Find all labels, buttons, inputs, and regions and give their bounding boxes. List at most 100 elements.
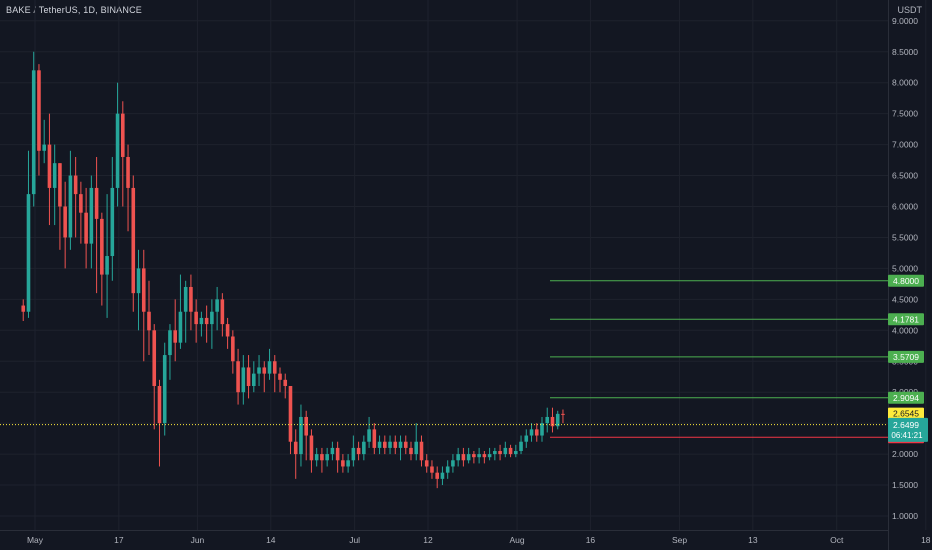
candle-up: [514, 451, 518, 455]
candle-down: [47, 144, 52, 188]
candle-down: [278, 373, 282, 380]
candle-up: [267, 361, 272, 374]
currency-unit: USDT: [897, 5, 923, 15]
candle-down: [204, 317, 209, 325]
candle-up: [115, 113, 120, 188]
candle-up: [445, 466, 450, 473]
candle-up: [524, 435, 529, 442]
candle-down: [508, 447, 513, 455]
candle-up: [487, 454, 492, 458]
x-tick-label: 17: [114, 535, 124, 545]
candle-down: [73, 175, 78, 195]
price-level-label: 2.9094: [893, 393, 919, 403]
candle-up: [477, 454, 481, 458]
x-tick-label: 12: [423, 535, 433, 545]
y-tick-label: 1.5000: [892, 480, 918, 490]
price-level-badge: [888, 274, 924, 287]
candle-down: [335, 447, 340, 461]
candle-down: [121, 113, 125, 157]
candle-down: [435, 472, 439, 479]
x-tick-label: Sep: [672, 535, 687, 545]
y-tick-label: 8.0000: [892, 78, 918, 88]
last-price-label: 2.6499: [893, 420, 919, 430]
candle-down: [419, 441, 424, 461]
candle-down: [309, 435, 314, 461]
candle-up: [136, 268, 141, 294]
candle-up: [215, 299, 219, 312]
candle-up: [42, 144, 46, 151]
x-tick-label: 18: [921, 535, 931, 545]
candle-down: [472, 454, 476, 458]
x-tick-label: Jun: [191, 535, 205, 545]
price-level-label: 4.8000: [893, 276, 919, 286]
candle-down: [461, 454, 466, 461]
price-level-badge: [888, 391, 924, 404]
y-tick-label: 8.5000: [892, 47, 918, 57]
candle-up: [451, 460, 455, 467]
candle-up: [68, 175, 73, 238]
chart-title: BAKE / TetherUS, 1D, BINANCE: [6, 5, 142, 15]
y-tick-label: 6.0000: [892, 202, 918, 212]
candle-up: [252, 373, 256, 387]
candle-down: [320, 454, 324, 461]
candle-down: [157, 386, 162, 424]
candle-up: [398, 441, 403, 448]
candle-down: [409, 447, 413, 455]
candle-down: [131, 187, 136, 294]
candle-up: [367, 429, 371, 442]
candle-up: [105, 256, 109, 275]
candle-down: [356, 447, 361, 455]
candle-up: [362, 441, 366, 455]
y-tick-label: 2.0000: [892, 449, 918, 459]
candle-up: [210, 311, 214, 325]
last-price-badge: [888, 417, 928, 442]
countdown-label: 06:41:21: [891, 431, 923, 440]
candle-down: [424, 460, 429, 467]
candle-down: [341, 460, 345, 467]
candle-down: [246, 367, 251, 387]
candle-up: [330, 447, 335, 455]
candle-up: [325, 454, 329, 461]
candle-down: [100, 218, 104, 275]
x-tick-label: May: [27, 535, 44, 545]
candle-up: [456, 454, 460, 461]
candle-down: [534, 429, 539, 436]
candle-down: [147, 311, 151, 331]
candle-up: [31, 70, 36, 195]
x-tick-label: 16: [586, 535, 596, 545]
price-level-badge: [888, 313, 924, 326]
candle-up: [241, 367, 246, 393]
candle-down: [561, 413, 565, 415]
candle-up: [440, 472, 445, 479]
x-tick-label: Aug: [510, 535, 525, 545]
candle-down: [21, 305, 26, 312]
price-level-label: 3.5709: [893, 352, 919, 362]
candle-up: [346, 460, 350, 467]
candle-down: [498, 451, 502, 455]
candle-up: [414, 441, 419, 455]
y-tick-label: 4.0000: [892, 325, 918, 335]
candle-up: [493, 451, 497, 455]
y-tick-label: 9.0000: [892, 16, 918, 26]
candle-up: [545, 416, 550, 424]
price-level-badge: [888, 350, 924, 363]
candle-down: [220, 299, 225, 325]
x-tick-label: 14: [266, 535, 276, 545]
candle-down: [152, 330, 157, 387]
candle-down: [194, 311, 198, 325]
candle-up: [314, 454, 319, 461]
candle-up: [183, 286, 188, 312]
candle-down: [126, 156, 130, 188]
price-level-label: 4.1781: [893, 314, 919, 324]
candle-down: [84, 212, 88, 244]
candle-up: [26, 194, 31, 312]
candle-up: [377, 441, 382, 448]
y-tick-label: 1.0000: [892, 511, 918, 521]
candle-down: [393, 441, 398, 448]
candle-down: [94, 187, 99, 219]
candle-up: [503, 447, 508, 455]
y-tick-label: 5.0000: [892, 263, 918, 273]
candle-down: [173, 330, 177, 343]
x-tick-label: Oct: [830, 535, 844, 545]
